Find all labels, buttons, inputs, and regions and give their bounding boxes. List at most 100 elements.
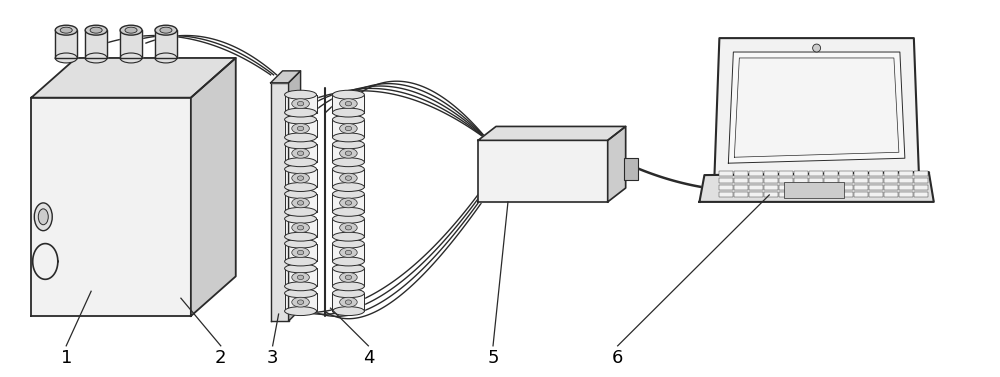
Polygon shape (332, 293, 364, 311)
Ellipse shape (340, 124, 357, 133)
Bar (824, 192, 838, 197)
Polygon shape (714, 38, 919, 177)
Bar (509, 176, 516, 194)
Bar (914, 171, 928, 176)
Ellipse shape (292, 99, 309, 109)
Bar (560, 176, 567, 194)
Polygon shape (734, 58, 899, 157)
Polygon shape (332, 194, 364, 212)
Ellipse shape (340, 198, 357, 208)
Bar (784, 182, 844, 198)
Polygon shape (120, 30, 142, 58)
Ellipse shape (332, 307, 364, 316)
Bar (764, 178, 778, 183)
Ellipse shape (345, 151, 352, 155)
Bar (734, 178, 748, 183)
Bar (501, 176, 508, 194)
Bar (914, 185, 928, 190)
Ellipse shape (345, 126, 352, 131)
Ellipse shape (332, 165, 364, 174)
Bar (779, 185, 793, 190)
Ellipse shape (285, 282, 317, 291)
Bar (794, 185, 808, 190)
Polygon shape (191, 58, 236, 316)
Ellipse shape (332, 239, 364, 248)
Bar (585, 176, 592, 194)
Bar (719, 178, 733, 183)
Ellipse shape (285, 190, 317, 198)
Ellipse shape (332, 282, 364, 291)
Ellipse shape (55, 25, 77, 35)
Polygon shape (608, 126, 626, 202)
Ellipse shape (340, 248, 357, 257)
Bar (749, 171, 763, 176)
Polygon shape (285, 120, 317, 137)
Bar (526, 176, 533, 194)
Ellipse shape (34, 203, 52, 231)
Bar (854, 178, 868, 183)
Polygon shape (332, 244, 364, 262)
Bar (809, 185, 823, 190)
Bar (869, 185, 883, 190)
Bar (779, 171, 793, 176)
Ellipse shape (297, 126, 304, 131)
Bar (764, 185, 778, 190)
Ellipse shape (340, 297, 357, 307)
Ellipse shape (160, 27, 172, 33)
Ellipse shape (292, 273, 309, 282)
Bar (568, 176, 575, 194)
Bar (719, 185, 733, 190)
Bar (884, 192, 898, 197)
Bar (854, 185, 868, 190)
Ellipse shape (285, 165, 317, 174)
Polygon shape (289, 71, 301, 321)
Ellipse shape (285, 207, 317, 216)
Polygon shape (285, 194, 317, 212)
Ellipse shape (297, 225, 304, 230)
Bar (593, 176, 600, 194)
Ellipse shape (332, 207, 364, 216)
Polygon shape (332, 120, 364, 137)
Bar (764, 171, 778, 176)
Ellipse shape (285, 257, 317, 266)
Ellipse shape (292, 223, 309, 233)
Polygon shape (332, 268, 364, 286)
Polygon shape (285, 219, 317, 237)
Ellipse shape (285, 90, 317, 99)
Polygon shape (332, 219, 364, 237)
Bar (884, 185, 898, 190)
Bar (794, 171, 808, 176)
Polygon shape (55, 30, 77, 58)
Polygon shape (285, 169, 317, 187)
Bar (734, 185, 748, 190)
Polygon shape (699, 172, 934, 202)
Ellipse shape (285, 307, 317, 316)
Ellipse shape (297, 300, 304, 304)
Ellipse shape (55, 53, 77, 63)
Ellipse shape (90, 27, 102, 33)
Text: 1: 1 (61, 349, 72, 367)
Bar (749, 192, 763, 197)
Polygon shape (31, 98, 191, 316)
Text: 4: 4 (363, 349, 374, 367)
Ellipse shape (285, 158, 317, 167)
Ellipse shape (285, 133, 317, 142)
Polygon shape (332, 169, 364, 187)
Ellipse shape (345, 176, 352, 180)
Ellipse shape (292, 148, 309, 158)
Bar (899, 192, 913, 197)
Ellipse shape (340, 99, 357, 109)
Bar (914, 192, 928, 197)
Bar (749, 185, 763, 190)
Ellipse shape (292, 297, 309, 307)
Bar (534, 176, 541, 194)
Ellipse shape (285, 115, 317, 124)
Ellipse shape (155, 25, 177, 35)
Ellipse shape (332, 257, 364, 266)
Polygon shape (31, 58, 236, 98)
Text: 2: 2 (215, 349, 227, 367)
Polygon shape (285, 244, 317, 262)
Ellipse shape (125, 27, 137, 33)
Ellipse shape (345, 225, 352, 230)
Ellipse shape (297, 201, 304, 205)
